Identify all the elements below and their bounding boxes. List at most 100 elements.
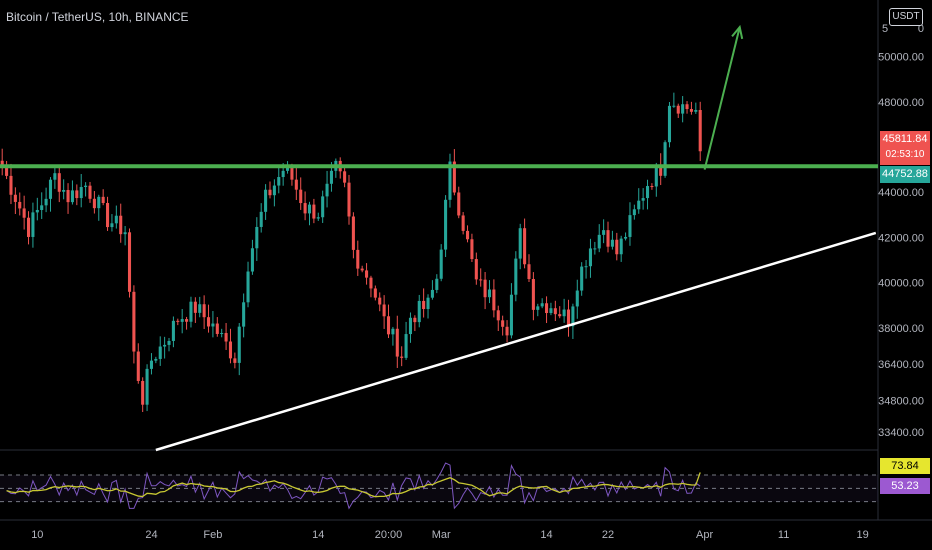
candle-body — [694, 109, 698, 112]
candle-body — [404, 334, 408, 358]
candle-body — [645, 186, 650, 199]
candle-body — [479, 279, 483, 281]
candles — [0, 92, 702, 412]
candle-body — [452, 161, 456, 193]
candle-body — [505, 326, 509, 336]
candle-body — [373, 288, 377, 298]
y-tick-label: 33400.00 — [878, 427, 924, 439]
candle-body — [360, 268, 364, 271]
candle-body — [553, 308, 557, 315]
rsi-line — [6, 462, 701, 510]
candle-body — [659, 164, 663, 176]
candle-body — [299, 189, 303, 204]
rsi-ma-line — [6, 472, 701, 498]
candle-body — [97, 196, 101, 209]
candle-body — [325, 183, 329, 197]
symbol-title[interactable]: Bitcoin / TetherUS, 10h, BINANCE — [6, 10, 189, 24]
candle-body — [185, 319, 189, 322]
candle-body — [202, 304, 206, 318]
candle-body — [417, 300, 421, 323]
candle-body — [602, 230, 606, 235]
candle-body — [439, 249, 443, 279]
candle-body — [386, 316, 391, 335]
x-tick-label: 19 — [857, 529, 869, 541]
candle-body — [545, 303, 549, 314]
candle-body — [215, 323, 219, 334]
candle-body — [496, 310, 500, 321]
time-axis[interactable]: 10 24 Feb 14 20:00 Mar 14 22 Apr 11 19 — [31, 529, 869, 541]
candle-body — [66, 189, 70, 203]
candle-body — [501, 320, 505, 327]
candle-body — [88, 185, 92, 199]
candle-body — [242, 302, 246, 327]
candle-body — [180, 319, 184, 322]
candle-body — [408, 317, 413, 335]
candle-body — [198, 304, 202, 313]
candle-body — [44, 198, 48, 206]
candle-body — [106, 202, 110, 228]
candle-body — [672, 105, 676, 107]
candle-body — [343, 171, 347, 183]
candle-body — [79, 187, 83, 199]
candle-body — [400, 356, 404, 358]
candle-body — [264, 189, 268, 212]
candle-body — [650, 186, 654, 188]
candle-body — [365, 270, 369, 278]
candle-body — [444, 199, 448, 250]
candle-body — [35, 209, 39, 213]
x-tick-label: 20:00 — [375, 529, 403, 541]
candle-body — [549, 308, 553, 314]
candle-body — [593, 248, 597, 250]
candle-body — [584, 266, 588, 268]
candle-body — [127, 232, 132, 292]
candle-body — [250, 248, 254, 272]
candle-body — [435, 278, 439, 290]
candle-body — [123, 232, 127, 235]
candle-body — [474, 259, 478, 280]
candle-body — [698, 109, 702, 152]
candle-body — [141, 380, 145, 405]
candle-body — [316, 217, 320, 219]
candle-body — [624, 236, 628, 239]
candle-body — [457, 192, 461, 216]
rsi-ma-tag: 73.84 — [880, 458, 930, 474]
candle-body — [0, 160, 4, 168]
candle-body — [470, 239, 474, 260]
candle-body — [246, 271, 250, 303]
candle-body — [114, 215, 118, 224]
candle-body — [676, 105, 680, 114]
candle-body — [136, 351, 140, 381]
candle-body — [483, 279, 487, 298]
last-price-tag: 45811.84 02:53:10 — [880, 131, 930, 165]
candle-body — [536, 306, 540, 310]
candle-body — [637, 200, 641, 210]
price-axis[interactable]: 50000.00 48000.00 44000.00 42000.00 40000.00… — [878, 23, 924, 439]
candle-body — [632, 209, 636, 216]
x-tick-label: Feb — [203, 529, 222, 541]
candle-body — [5, 167, 9, 176]
y-tick-label: 34800.00 — [878, 395, 924, 407]
candle-body — [40, 205, 44, 210]
candle-body — [53, 173, 57, 180]
candle-body — [62, 189, 66, 192]
candle-body — [154, 358, 158, 361]
candle-body — [391, 328, 395, 335]
candle-body — [610, 239, 614, 247]
candle-body — [523, 228, 527, 265]
candle-body — [448, 161, 452, 200]
candle-body — [176, 320, 180, 322]
candle-body — [606, 230, 610, 247]
currency-button[interactable]: USDT — [889, 8, 923, 26]
candle-body — [685, 104, 689, 110]
candle-body — [268, 189, 272, 196]
candle-body — [22, 208, 26, 218]
candle-body — [193, 301, 197, 313]
candle-body — [382, 304, 386, 317]
candle-body — [566, 309, 571, 327]
candle-body — [31, 212, 35, 237]
y-tick-label: 40000.00 — [878, 278, 924, 290]
candle-body — [527, 264, 531, 280]
candle-body — [84, 185, 88, 188]
